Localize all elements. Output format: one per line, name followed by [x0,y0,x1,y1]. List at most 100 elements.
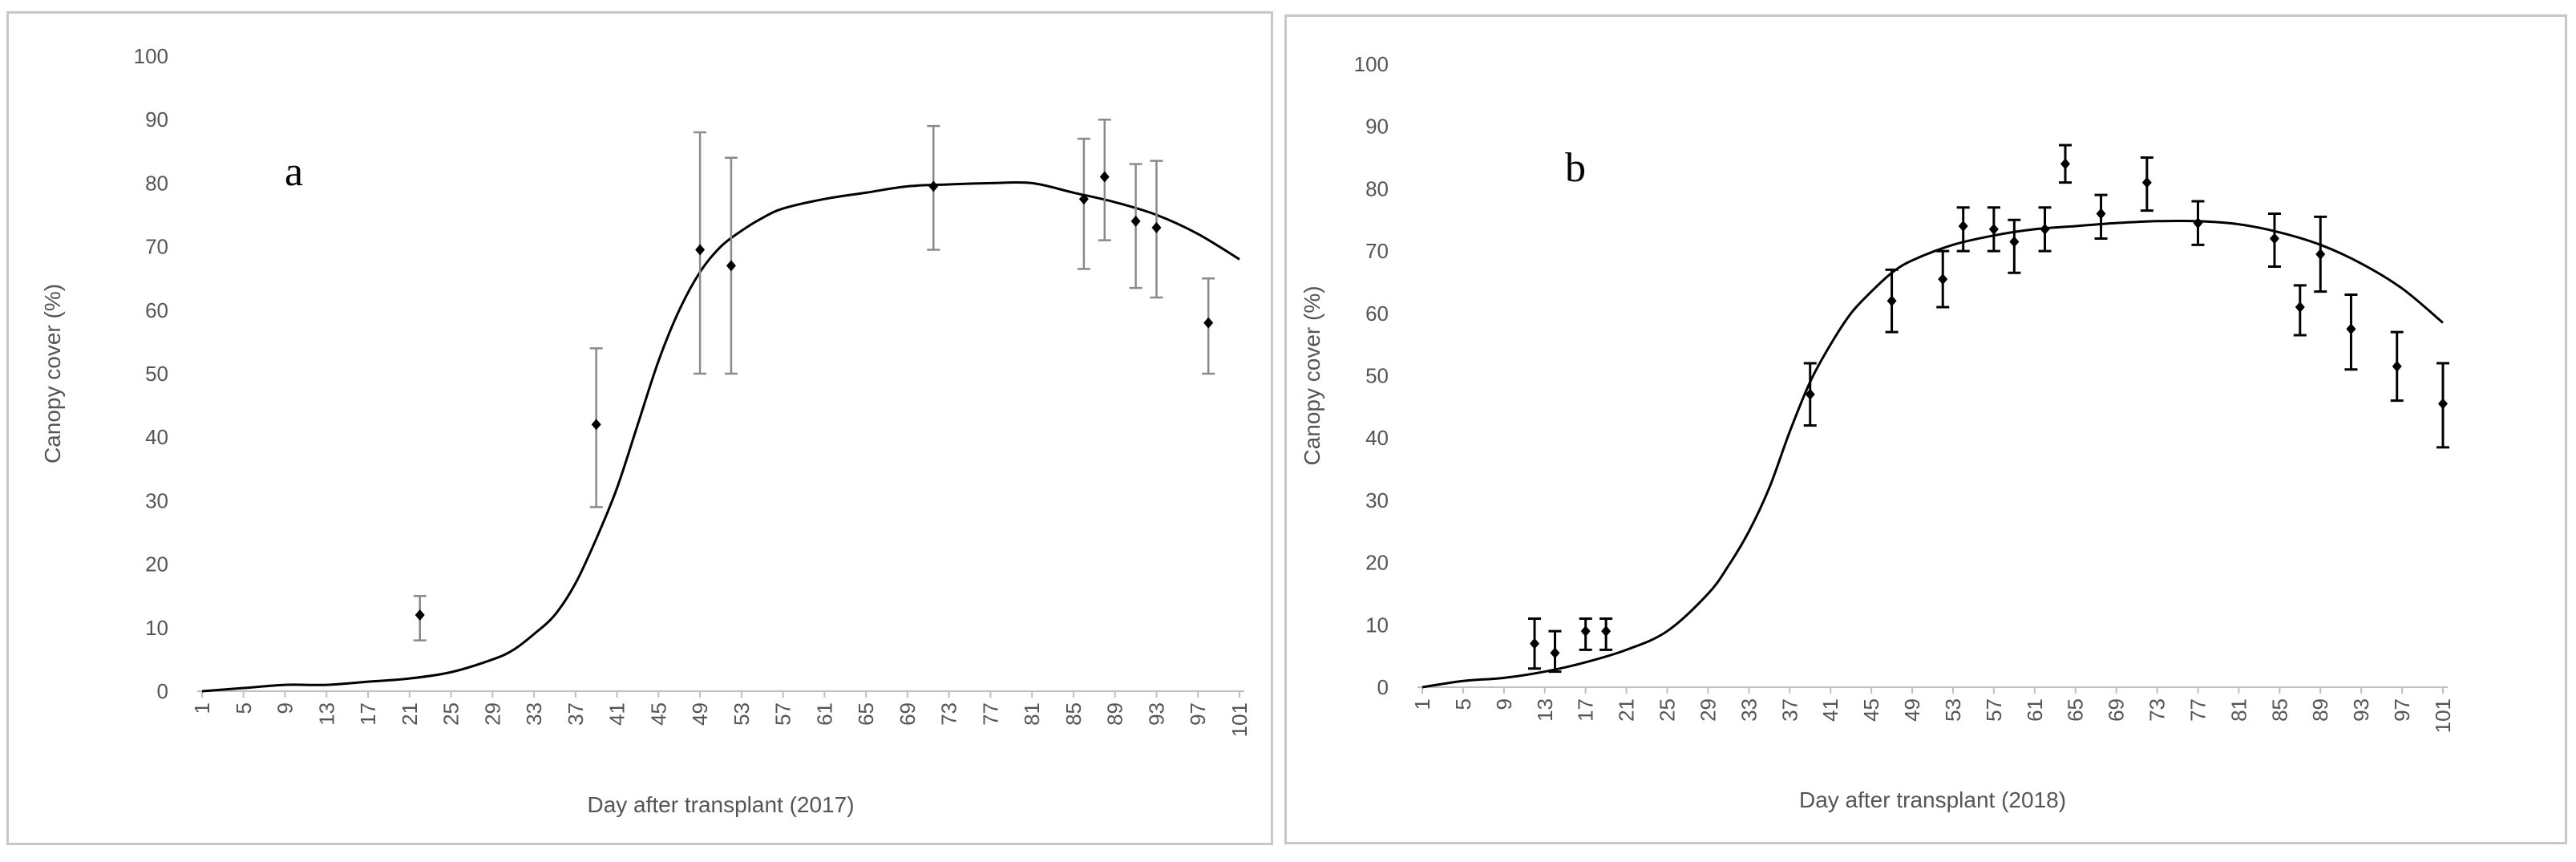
x-tick-label: 13 [1533,698,1557,722]
chart-frame [6,11,1273,845]
x-tick-label: 9 [273,702,297,714]
x-tick-label: 21 [1615,698,1639,722]
x-tick-label: 69 [896,702,920,726]
x-tick-label: 65 [854,702,878,726]
data-point [1099,171,1110,183]
data-point [2315,248,2326,260]
x-tick-label: 89 [1103,702,1127,726]
x-tick-label: 53 [1941,698,1965,722]
data-point [1938,273,1948,285]
data-point [2193,217,2203,229]
y-axis-title: Canopy cover (%) [1300,285,1324,465]
y-tick-label: 80 [145,171,168,195]
y-tick-label: 60 [145,298,168,322]
y-tick-label: 70 [145,235,168,259]
y-tick-label: 30 [145,488,168,512]
x-tick-label: 13 [314,702,338,726]
y-tick-label: 90 [145,107,168,132]
x-tick-label: 97 [2390,698,2414,722]
data-point [2346,323,2356,335]
x-tick-label: 61 [812,702,836,726]
x-tick-label: 69 [2105,698,2129,722]
y-tick-label: 60 [1365,301,1389,326]
y-tick-label: 10 [1365,613,1389,637]
x-tick-label: 41 [1818,698,1842,722]
data-point [2392,360,2402,372]
data-point [2060,158,2070,170]
y-tick-label: 100 [134,44,168,68]
x-tick-label: 17 [356,702,380,726]
data-point [1958,221,1968,233]
x-tick-label: 57 [771,702,795,726]
data-point [1550,647,1560,659]
y-tick-label: 70 [1365,239,1389,263]
x-tick-label: 101 [1227,702,1252,737]
x-tick-label: 97 [1186,702,1210,726]
x-tick-label: 93 [2349,698,2373,722]
data-point [2096,208,2106,220]
data-point [695,244,706,256]
x-tick-label: 49 [1900,698,1924,722]
data-point [928,180,939,192]
x-tick-label: 93 [1144,702,1168,726]
data-point [1988,223,1999,235]
x-tick-label: 61 [2023,698,2047,722]
x-tick-label: 101 [2431,698,2455,733]
data-point [2009,236,2020,248]
x-tick-label: 5 [232,702,256,714]
x-tick-label: 77 [978,702,1002,726]
y-tick-label: 50 [1365,364,1389,388]
y-tick-label: 20 [1365,551,1389,575]
data-point [1805,388,1815,400]
data-point [1078,193,1089,205]
y-tick-label: 90 [1365,115,1389,139]
data-point [415,609,425,621]
panel-label: b [1565,145,1586,191]
y-tick-label: 50 [145,362,168,386]
x-tick-label: 41 [605,702,629,726]
x-tick-label: 25 [439,702,463,726]
x-tick-label: 49 [688,702,712,726]
x-tick-label: 1 [1410,698,1434,710]
x-tick-label: 9 [1492,698,1516,710]
x-tick-label: 29 [480,702,504,726]
chart-frame [1284,14,2567,844]
x-tick-label: 21 [398,702,422,726]
data-point [1580,625,1591,637]
x-tick-label: 33 [1737,698,1761,722]
y-tick-label: 20 [145,552,168,577]
x-axis-title: Day after transplant (2018) [1799,787,2066,812]
x-tick-label: 37 [1777,698,1802,722]
y-tick-label: 0 [1377,675,1389,699]
x-tick-label: 65 [2064,698,2088,722]
x-tick-label: 37 [564,702,588,726]
x-tick-label: 57 [1982,698,2006,722]
x-tick-label: 81 [2226,698,2250,722]
chart-panel-b: b 0 10 20 30 40 50 60 70 80 90 100 1 5 9 13 17 21 25 29 33 3… [1283,0,2576,862]
x-tick-label: 45 [1859,698,1883,722]
y-tick-label: 40 [145,425,168,449]
x-tick-label: 1 [190,702,214,714]
y-axis-title: Canopy cover (%) [40,284,65,463]
x-tick-label: 85 [1062,702,1086,726]
y-tick-label: 40 [1365,426,1389,450]
chart-plot-b: 0 10 20 30 40 50 60 70 80 90 100 1 5 9 13 17 21 25 29 33 37 4… [1300,52,2455,812]
x-tick-label: 5 [1451,698,1475,710]
x-tick-label: 25 [1656,698,1680,722]
chart-plot-a: 0 10 20 30 40 50 60 70 80 90 100 1 5 9 13 17 21 25 29 33 37 4… [40,44,1252,817]
x-tick-label: 73 [937,702,961,726]
data-point [1203,317,1214,329]
x-tick-label: 73 [2145,698,2170,722]
x-tick-label: 85 [2267,698,2291,722]
data-point [1530,637,1540,650]
data-point [726,260,736,272]
x-tick-label: 29 [1696,698,1720,722]
chart-panel-a: a 0 10 20 30 40 50 60 70 80 90 100 1 5 9 13 17 21 25 29 33 3… [0,0,1283,862]
x-tick-label: 45 [646,702,670,726]
data-point [2438,398,2448,410]
fitted-curve-line [1421,219,2444,689]
y-tick-label: 10 [145,616,168,640]
x-tick-label: 81 [1020,702,1044,726]
data-point [1601,625,1612,637]
y-tick-label: 0 [157,679,168,703]
